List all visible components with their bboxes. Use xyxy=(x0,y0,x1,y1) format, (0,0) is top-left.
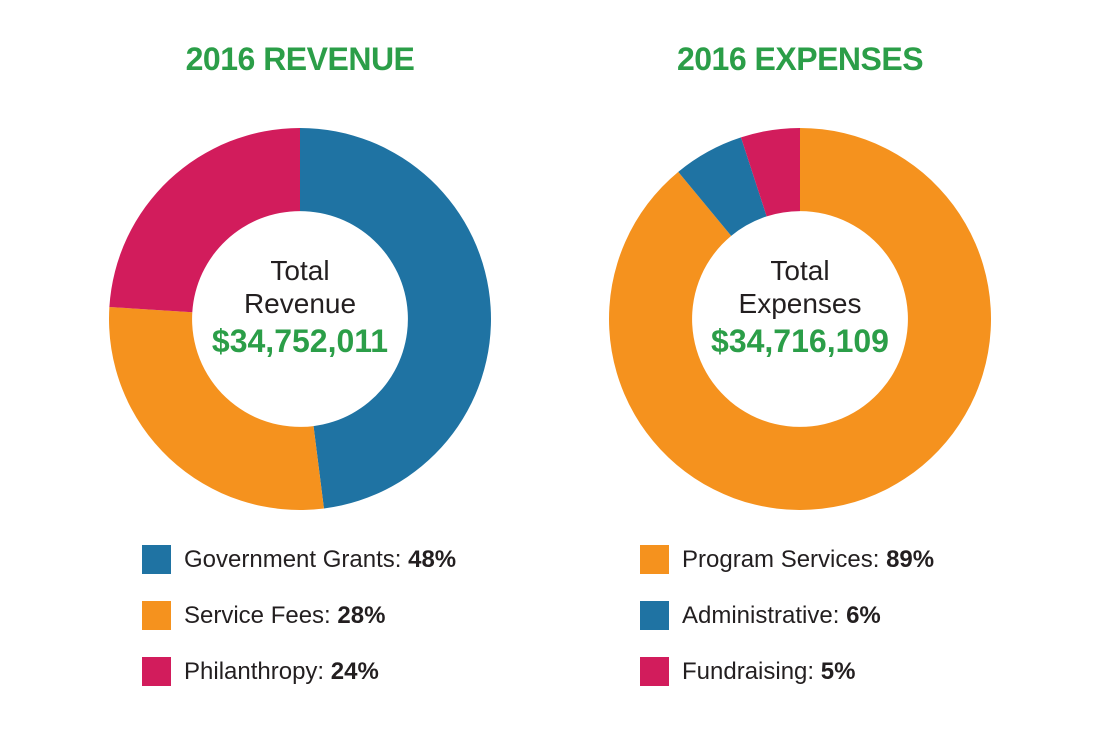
donut-segment-service-fees xyxy=(109,307,324,510)
expenses-total-value: $34,716,109 xyxy=(711,323,889,359)
legend-swatch xyxy=(640,545,669,574)
legend-label: Service Fees: 28% xyxy=(184,601,386,629)
expenses-legend: Program Services: 89% Administrative: 6% F… xyxy=(640,545,934,713)
legend-value: 5% xyxy=(820,657,856,685)
legend-value: 89% xyxy=(886,545,935,573)
expenses-donut-chart xyxy=(609,128,991,510)
legend-label: Fundraising: 5% xyxy=(682,657,856,685)
legend-item-philanthropy: Philanthropy: 24% xyxy=(142,657,456,686)
legend-item-government-grants: Government Grants: 48% xyxy=(142,545,456,574)
expenses-center-label: Total Expenses $34,716,109 xyxy=(670,254,930,359)
revenue-title: 2016 REVENUE xyxy=(185,41,415,77)
revenue-center-line2: Revenue xyxy=(243,288,357,319)
donut-segment-program-services xyxy=(609,128,991,510)
legend-swatch xyxy=(640,601,669,630)
revenue-center-label: Total Revenue $34,752,011 xyxy=(170,254,430,359)
revenue-total-value: $34,752,011 xyxy=(211,323,389,359)
revenue-donut-chart xyxy=(109,128,491,510)
legend-label: Government Grants: 48% xyxy=(184,545,457,573)
legend-value: 6% xyxy=(846,601,881,629)
legend-swatch xyxy=(142,657,171,686)
legend-label: Program Services: 89% xyxy=(682,545,935,573)
legend-value: 28% xyxy=(337,601,386,629)
donut-segment-government-grants xyxy=(300,128,491,509)
legend-item-fundraising: Fundraising: 5% xyxy=(640,657,934,686)
expenses-center-line1: Total xyxy=(770,255,830,286)
revenue-center-line1: Total xyxy=(270,255,330,286)
legend-swatch xyxy=(142,545,171,574)
donut-segment-fundraising xyxy=(740,128,800,217)
expenses-title: 2016 EXPENSES xyxy=(676,41,924,77)
expenses-center-line2: Expenses xyxy=(738,288,862,319)
donut-segment-administrative xyxy=(678,137,767,236)
revenue-legend: Government Grants: 48% Service Fees: 28% P… xyxy=(142,545,456,713)
legend-item-administrative: Administrative: 6% xyxy=(640,601,934,630)
legend-value: 24% xyxy=(330,657,379,685)
legend-swatch xyxy=(640,657,669,686)
legend-swatch xyxy=(142,601,171,630)
legend-item-service-fees: Service Fees: 28% xyxy=(142,601,456,630)
legend-label: Administrative: 6% xyxy=(682,601,881,629)
legend-item-program-services: Program Services: 89% xyxy=(640,545,934,574)
legend-label: Philanthropy: 24% xyxy=(184,657,379,685)
legend-value: 48% xyxy=(408,545,457,573)
donut-segment-philanthropy xyxy=(109,128,300,313)
